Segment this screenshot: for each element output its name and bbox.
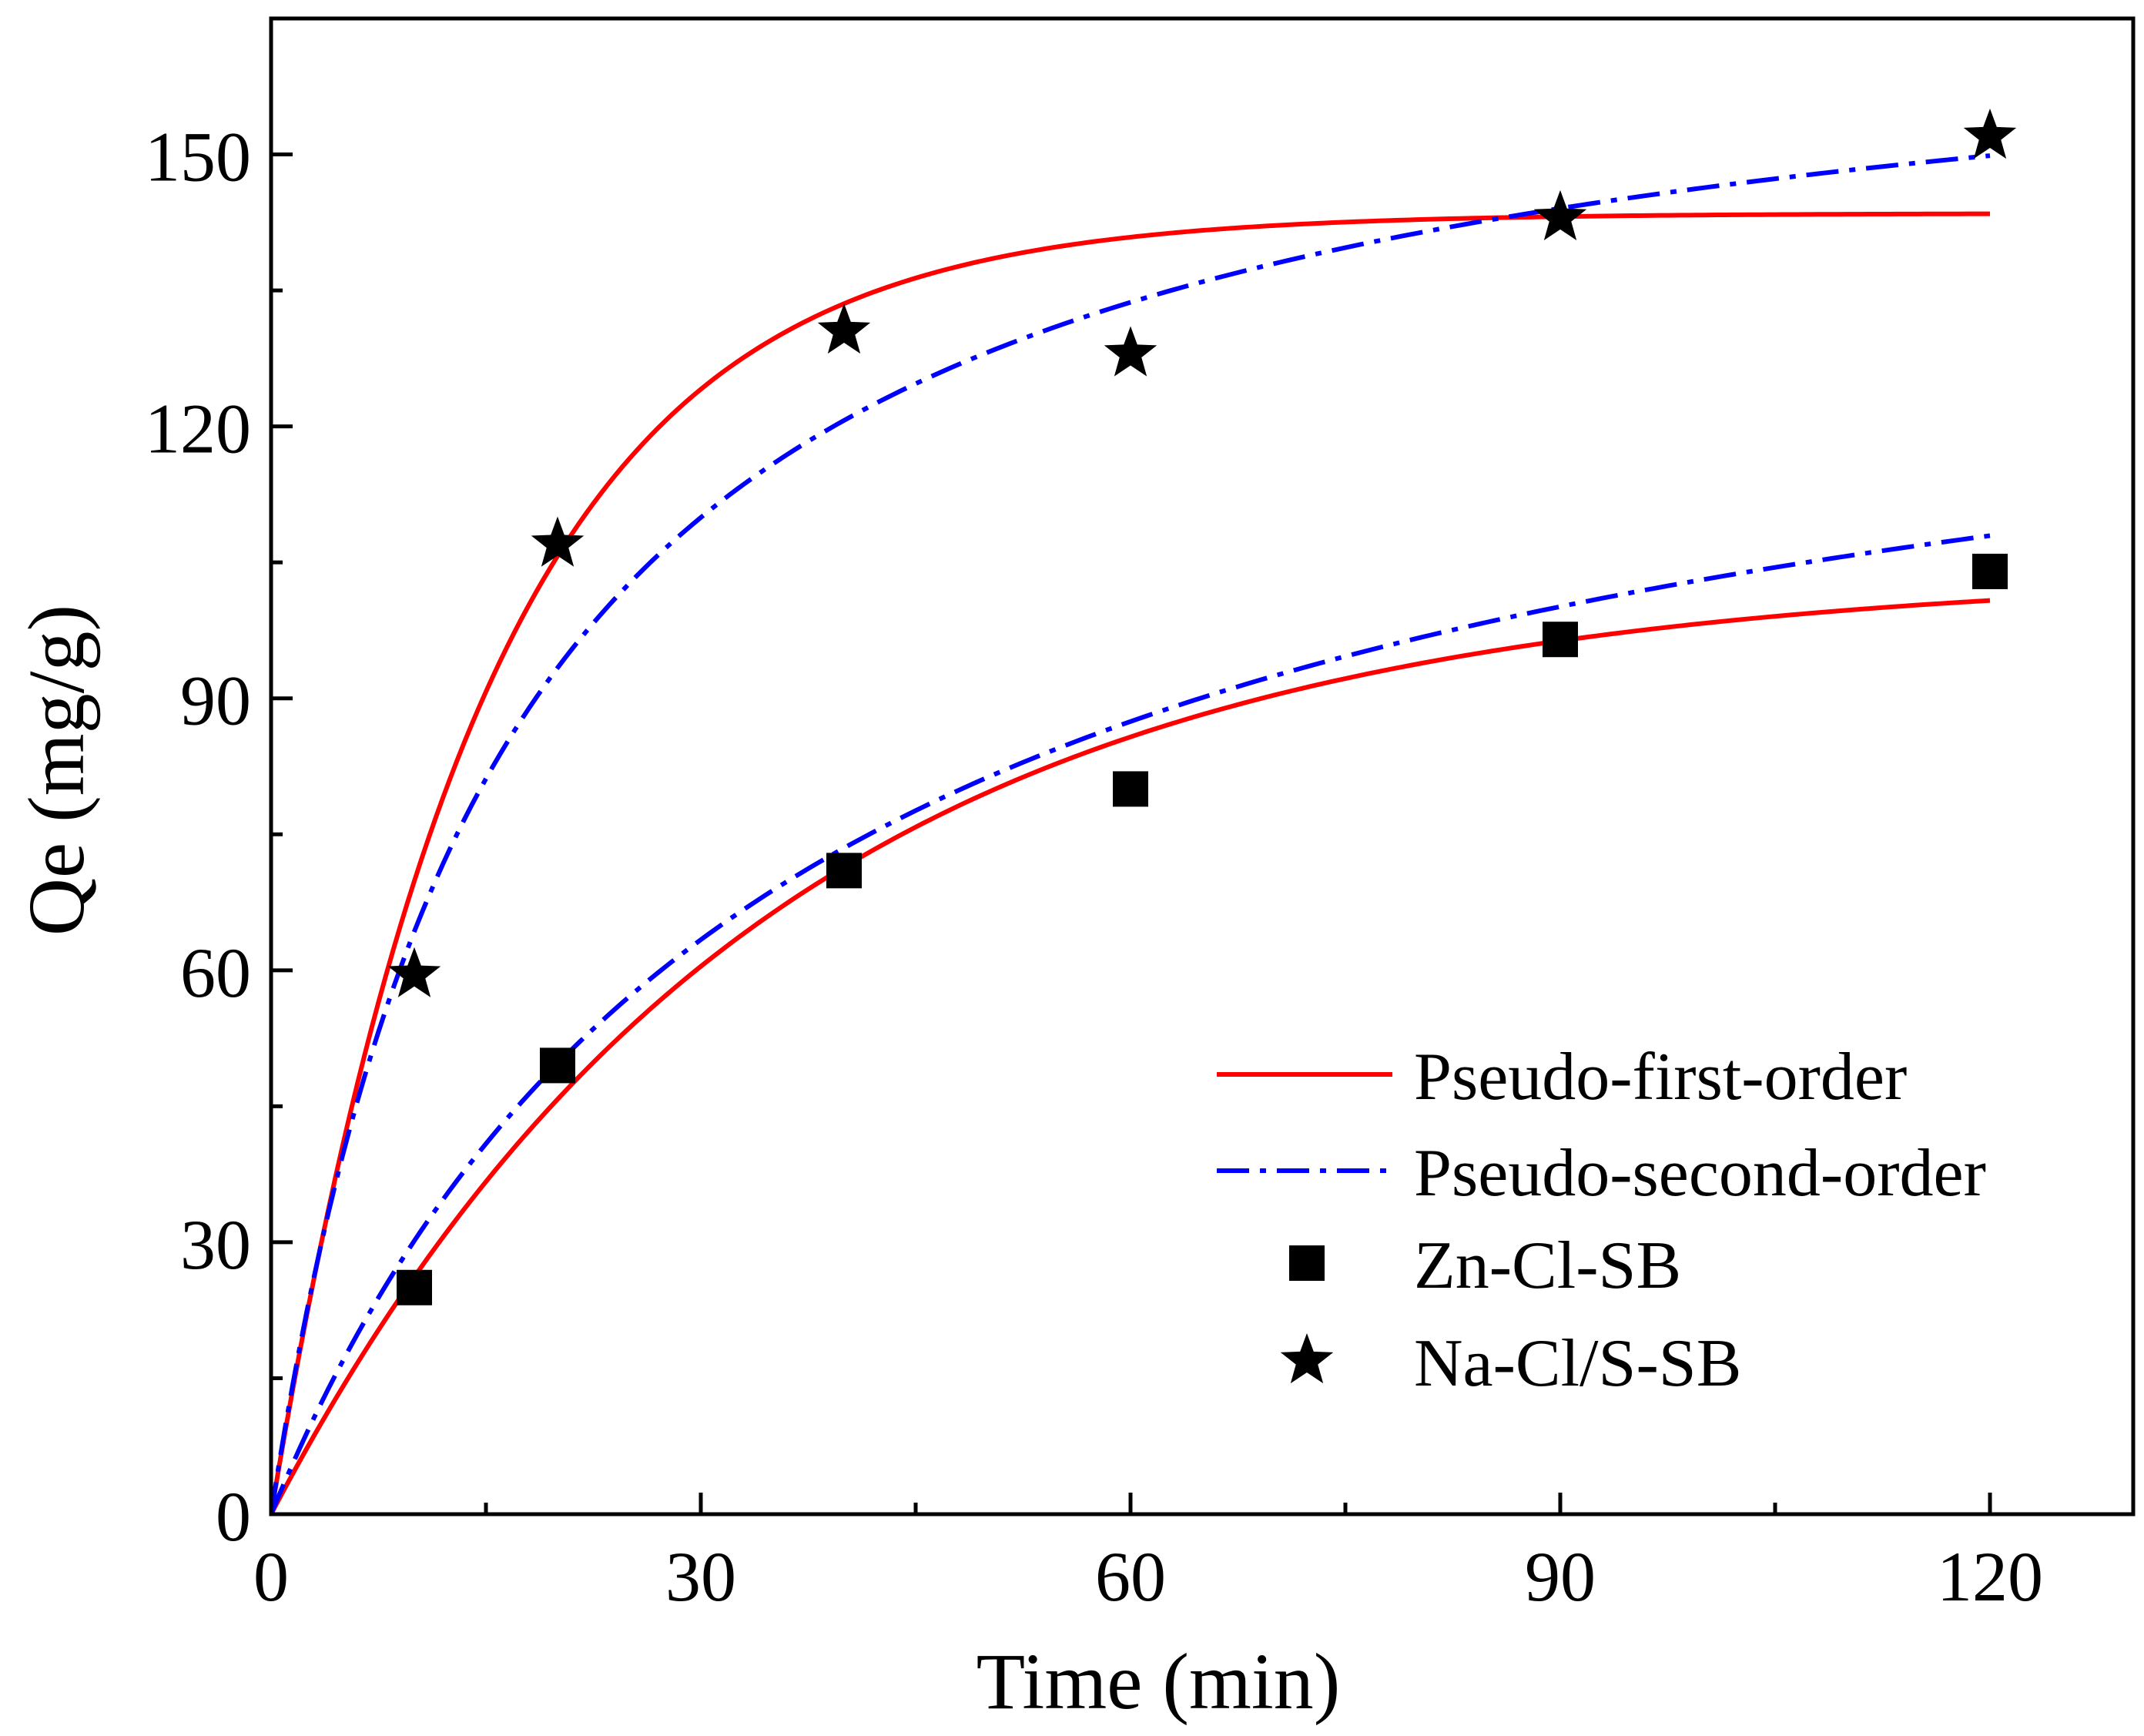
legend-label-pseudo-first-order: Pseudo-first-order <box>1414 1040 1907 1114</box>
na-cl-s-sb-point <box>817 303 871 354</box>
axis-tick-labels: 0 30 60 90 120 0 30 60 90 120 150 <box>145 118 2043 1616</box>
x-tick-label: 90 <box>1525 1537 1596 1616</box>
pseudo-second-order-curve <box>271 533 1991 1514</box>
zn-cl-sb-point <box>1113 771 1148 807</box>
legend-label-pseudo-second-order: Pseudo-second-order <box>1414 1136 1986 1211</box>
legend-label-zn-cl-sb: Zn-Cl-SB <box>1414 1228 1681 1303</box>
x-tick-label: 60 <box>1095 1537 1166 1616</box>
axis-ticks <box>269 152 1992 1516</box>
legend-swatch-na-cl-s-sb <box>1280 1333 1334 1384</box>
zn-cl-sb-point <box>397 1269 432 1305</box>
x-tick-label: 0 <box>253 1537 289 1616</box>
y-tick-label: 150 <box>145 118 251 196</box>
pseudo-first-order-curve <box>271 211 1991 1514</box>
x-tick-label: 120 <box>1937 1537 2043 1616</box>
y-axis-label: Qe (mg/g) <box>12 605 101 936</box>
y-tick-label: 120 <box>145 390 251 468</box>
legend-swatch-zn-cl-sb <box>1289 1245 1325 1281</box>
y-tick-label: 30 <box>180 1205 251 1284</box>
zn-cl-sb-point <box>540 1047 575 1084</box>
legend-label-na-cl-s-sb: Na-Cl/S-SB <box>1414 1326 1741 1401</box>
na-cl-s-sb-point <box>531 516 585 567</box>
na-cl-s-sb-point <box>1104 326 1157 377</box>
y-tick-label: 90 <box>180 662 251 740</box>
na-cl-s-sb-point <box>1963 109 2017 159</box>
pseudo-first-order-curve <box>271 598 1991 1514</box>
y-tick-label: 60 <box>180 933 251 1012</box>
plot-frame <box>269 16 2136 1516</box>
data-markers <box>387 109 2017 1305</box>
legend: Pseudo-first-order Pseudo-second-order Zn-… <box>1217 1040 1986 1401</box>
zn-cl-sb-point <box>1543 622 1578 658</box>
na-cl-s-sb-point <box>1533 189 1587 241</box>
na-cl-s-sb-point <box>387 947 441 997</box>
pseudo-second-order-curve <box>271 153 1991 1514</box>
fit-curves <box>271 153 1991 1514</box>
zn-cl-sb-point <box>1972 553 2008 589</box>
zn-cl-sb-point <box>826 853 862 889</box>
y-tick-label: 0 <box>216 1477 251 1556</box>
x-axis-label: Time (min) <box>977 1637 1341 1726</box>
x-tick-label: 30 <box>665 1537 736 1616</box>
